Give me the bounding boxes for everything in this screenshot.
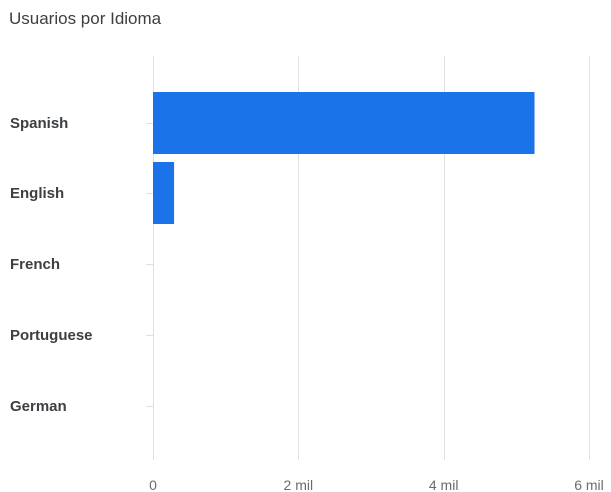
x-tick-label-0: 0 [149,477,157,492]
category-labels: Spanish English French Portuguese German [10,115,93,415]
bar-english [153,162,175,224]
bar-spanish [153,92,535,154]
category-label-german: German [10,398,67,415]
chart-title: Usuarios por Idioma [9,9,162,28]
category-label-french: French [10,256,60,273]
x-tick-label-2-mil: 2 mil [284,477,314,492]
category-label-english: English [10,185,64,202]
category-label-spanish: Spanish [10,115,68,132]
bars [153,92,535,224]
x-tick-label-6-mil: 6 mil [574,477,604,492]
category-label-portuguese: Portuguese [10,327,93,344]
category-ticks [146,123,153,407]
x-tick-labels: 0 2 mil 4 mil 6 mil [149,477,604,492]
x-tick-label-4-mil: 4 mil [429,477,459,492]
